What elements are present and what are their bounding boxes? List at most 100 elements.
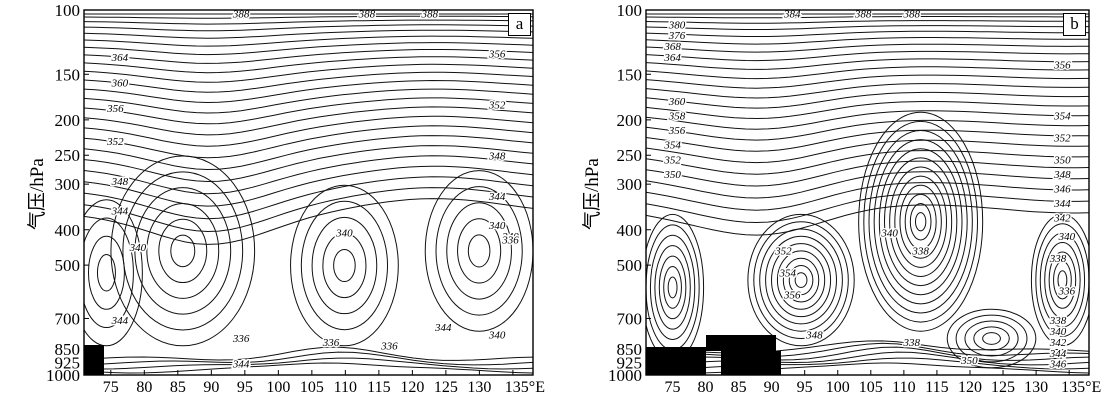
contour-line <box>84 357 533 370</box>
contour-label: 388 <box>232 8 250 20</box>
y-tick-label: 300 <box>55 175 81 194</box>
y-tick-label: 200 <box>55 111 81 130</box>
y-tick-label: 850 <box>617 340 643 359</box>
plot-frame <box>83 9 534 376</box>
contour-label: 368 <box>663 41 681 53</box>
contour-ring <box>858 111 984 332</box>
contour-label: 336 <box>501 235 519 247</box>
contour-label: 336 <box>380 340 398 352</box>
contour-line <box>84 35 533 47</box>
contour-ring <box>300 200 389 331</box>
contour-line <box>646 30 1089 37</box>
terrain-mask <box>646 347 706 375</box>
x-tick-label: 135°E <box>1061 379 1101 396</box>
contour-ring <box>1030 213 1089 347</box>
contour-label: 380 <box>668 19 686 31</box>
contour-label: 350 <box>1053 154 1071 166</box>
contour-label: 364 <box>111 52 129 64</box>
contour-ring <box>878 148 963 296</box>
contour-ring <box>134 187 232 315</box>
contour-line <box>84 24 533 32</box>
contour-ring <box>889 166 953 277</box>
contour-line <box>646 43 1089 53</box>
y-tick-label: 1000 <box>46 366 80 385</box>
contour-ring <box>747 213 855 347</box>
contour-ring <box>873 139 968 305</box>
x-tick-label: 95 <box>797 379 813 396</box>
chart-panel-b: 384 388 388 380 376 368 364 360 358 356 354 352 350 3… <box>553 0 1106 400</box>
contour-ring <box>863 120 979 323</box>
y-tick-label: 400 <box>55 221 81 240</box>
contour-label: 340 <box>129 242 147 254</box>
x-tick-label: 85 <box>731 379 747 396</box>
contour-ring <box>435 186 523 316</box>
contour-line <box>84 115 533 147</box>
contour-label: 388 <box>420 8 438 20</box>
contour-label: 344 <box>434 322 452 334</box>
contour-label: 350 <box>960 355 978 367</box>
contour-label: 344 <box>488 191 506 203</box>
contour-ring <box>782 257 820 303</box>
contour-line <box>84 176 533 220</box>
contour-line <box>84 125 533 159</box>
contour-ring <box>110 155 256 347</box>
contour-ring <box>1053 260 1072 300</box>
contour-line <box>646 193 1089 224</box>
contour-ring <box>955 314 1028 363</box>
contour-label: 356 <box>106 103 124 115</box>
x-tick-label: 80 <box>136 379 152 396</box>
y-tick-label: 700 <box>55 309 81 328</box>
plot-frame <box>645 9 1090 376</box>
x-tick-label: 130 <box>1024 379 1048 396</box>
terrain-mask <box>721 351 781 375</box>
x-tick-label: 75 <box>664 379 680 396</box>
contour-ring <box>663 266 682 309</box>
contour-ring <box>759 228 843 332</box>
contour-label: 340 <box>335 227 353 239</box>
contour-line <box>646 340 1089 354</box>
contour-ring <box>333 248 356 283</box>
x-tick-label: 120 <box>958 379 982 396</box>
contour-line <box>84 165 533 207</box>
chart-a-svg: 388 388 3883643603563523483443403403403443… <box>46 1 545 396</box>
contour-ring <box>649 234 696 341</box>
contour-label: 352 <box>488 100 506 112</box>
contour-line <box>646 150 1089 175</box>
contour-label: 354 <box>663 140 681 152</box>
contour-line <box>84 97 533 125</box>
terrain-mask <box>706 335 776 351</box>
contour-label: 376 <box>668 30 686 42</box>
contour-label: 364 <box>663 52 681 64</box>
contour-ring <box>1044 242 1081 319</box>
contour-label: 356 <box>488 48 506 60</box>
contour-ring <box>909 202 932 241</box>
x-tick-label: 100 <box>266 379 290 396</box>
contour-ring <box>776 250 826 310</box>
contour-label: 388 <box>358 8 376 20</box>
contour-label: 342 <box>1053 213 1071 225</box>
contour-ring <box>973 326 1010 351</box>
contour-label: 388 <box>854 8 872 20</box>
contour-ring <box>1039 232 1086 328</box>
contour-label: 344 <box>111 315 129 327</box>
y-tick-label: 500 <box>617 256 643 275</box>
contour-label: 342 <box>1049 337 1067 349</box>
contour-label: 336 <box>322 337 340 349</box>
y-tick-label: 500 <box>55 256 81 275</box>
x-tick-label: 85 <box>170 379 186 396</box>
contour-label: 354 <box>1053 111 1071 123</box>
contour-label: 352 <box>106 136 124 148</box>
contour-label: 340 <box>1049 326 1067 338</box>
contour-label: 356 <box>668 125 686 137</box>
contour-ring <box>146 202 220 299</box>
contour-ring <box>1057 270 1068 290</box>
contour-ring <box>868 129 973 314</box>
x-tick-label: 115 <box>925 379 948 396</box>
contour-line <box>646 66 1089 80</box>
contour-line <box>646 58 1089 70</box>
x-tick-label: 135°E <box>505 379 545 396</box>
contour-line <box>646 357 1089 370</box>
contour-ring <box>1035 223 1089 337</box>
contour-line <box>646 342 1089 358</box>
y-tick-label: 700 <box>617 309 643 328</box>
